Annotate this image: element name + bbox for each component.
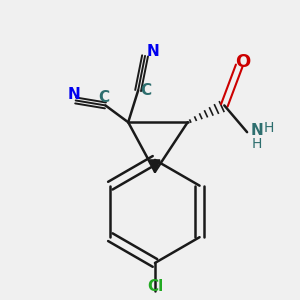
Text: O: O [236, 53, 251, 71]
Text: N: N [67, 87, 80, 102]
Text: H: H [264, 121, 274, 135]
Text: N: N [250, 123, 263, 138]
Text: N: N [147, 44, 159, 59]
Text: Cl: Cl [147, 279, 163, 294]
Text: C: C [98, 90, 109, 105]
Polygon shape [150, 160, 160, 172]
Text: H: H [252, 137, 262, 151]
Text: C: C [140, 83, 152, 98]
